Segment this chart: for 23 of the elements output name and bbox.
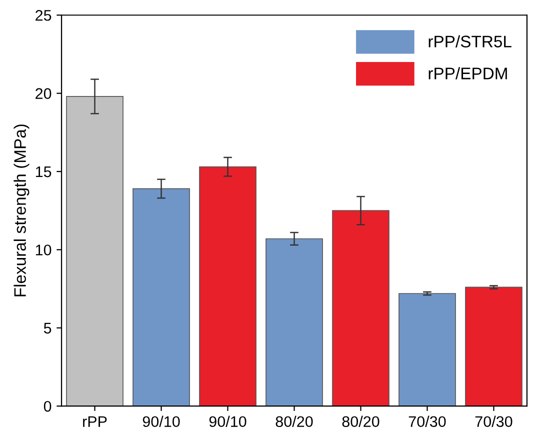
- y-tick-label: 15: [36, 166, 52, 178]
- bar: [398, 293, 456, 406]
- y-tick-label: 10: [36, 244, 52, 256]
- legend-label: rPP/STR5L: [428, 35, 512, 48]
- bar: [465, 286, 522, 406]
- bar: [132, 188, 190, 406]
- y-tick-label: 5: [44, 322, 52, 334]
- legend-label: rPP/EPDM: [428, 67, 507, 80]
- bar: [266, 238, 323, 406]
- x-tick-label: rPP: [83, 416, 107, 427]
- x-tick-label: 80/20: [342, 416, 380, 428]
- x-tick-label: 90/10: [209, 416, 246, 428]
- y-tick-label: 20: [36, 88, 52, 99]
- x-tick-label: 80/20: [276, 416, 313, 428]
- x-tick-label: 70/30: [408, 416, 446, 428]
- y-tick-label: 0: [44, 400, 52, 412]
- bar: [66, 96, 124, 406]
- bar: [332, 210, 390, 406]
- bar: [199, 166, 256, 406]
- x-tick-label: 70/30: [475, 416, 512, 428]
- y-axis-title: Flexural strength (MPa): [14, 124, 30, 296]
- y-tick-label: 25: [36, 10, 52, 21]
- x-tick-label: 90/10: [142, 416, 180, 428]
